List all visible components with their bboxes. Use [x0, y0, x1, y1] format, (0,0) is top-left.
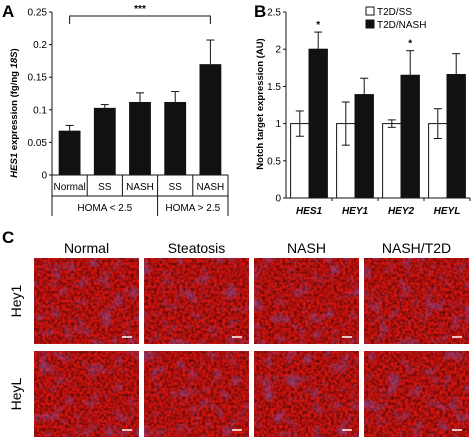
panel-a-y-axis-title: HES1 expression (fg/ng 18S)	[9, 48, 20, 177]
legend-label-open: T2D/SS	[377, 7, 412, 18]
panel-b-bar	[354, 94, 374, 199]
micrograph-blue-stain	[364, 351, 469, 437]
micrograph-blue-stain	[144, 258, 249, 344]
legend-swatch-solid	[365, 19, 375, 29]
panel-a-x-tick-label: NASH	[197, 182, 225, 193]
micrograph-column-header: NASH/T2D	[382, 240, 451, 256]
panel-b-y-tick-label: 0.5	[267, 156, 281, 167]
panel-a-y-tick-label: 0	[41, 171, 47, 182]
panel-a-x-tick-label: SS	[98, 182, 112, 193]
panel-b-significance-mark: *	[408, 39, 412, 50]
panel-a-x-tick-label: NASH	[126, 182, 154, 193]
panel-b-y-tick-label: 0	[275, 194, 281, 205]
y-title-unit: expression (fg/ng	[9, 68, 20, 152]
panel-a-bar	[199, 64, 222, 175]
micrograph-blue-stain	[254, 351, 359, 437]
micrograph-column-header: Normal	[64, 240, 109, 256]
panel-a-significance-bracket	[69, 15, 211, 24]
micrograph-blue-stain	[364, 258, 469, 344]
legend-swatch-open	[365, 6, 375, 16]
panel-a-bar	[93, 107, 116, 175]
panel-b-bar	[382, 123, 402, 199]
panel-a-bar	[58, 130, 81, 175]
panel-a-y-tick-label: 0.05	[28, 138, 48, 149]
panel-a-y-tick-label: 0.15	[28, 73, 48, 84]
micrograph-blue-stain	[34, 258, 139, 344]
chart-panel-a: HES1 expression (fg/ng 18S) 0 0.05 0.1 0.15…	[9, 4, 229, 216]
panel-b-bar	[446, 73, 466, 199]
panel-b-legend: T2D/SS T2D/NASH	[365, 6, 426, 31]
micrograph-image	[254, 258, 359, 344]
micrograph-blue-stain	[34, 351, 139, 437]
panel-letter-a: A	[2, 2, 14, 21]
panel-b-y-tick-label: 2	[275, 45, 281, 56]
micrograph-row-header: HeyL	[8, 377, 24, 410]
panel-b-y-axis-title: Notch target expression (AU)	[255, 38, 266, 169]
legend-label-solid: T2D/NASH	[377, 20, 426, 31]
panel-a-group-label: HOMA > 2.5	[165, 203, 220, 214]
micrograph-image	[144, 258, 249, 344]
panel-letter-c: C	[2, 228, 14, 247]
panel-a-significance-label: ***	[134, 4, 146, 15]
panel-letter-b: B	[254, 2, 266, 21]
panel-b-x-tick-label: HEY1	[342, 206, 369, 217]
panel-b-bar	[308, 48, 328, 199]
panel-a-y-tick-label: 0.2	[33, 40, 47, 51]
y-title-close: )	[9, 48, 20, 51]
micrograph-image	[34, 258, 139, 344]
micrograph-image	[364, 351, 469, 437]
panel-a-y-tick-label: 0.1	[33, 105, 47, 116]
panel-a-bar	[164, 101, 187, 175]
micrograph-panel-c: Normal Steatosis NASH NASH/T2D Hey1 HeyL	[8, 240, 469, 437]
panel-b-y-tick-label: 1	[275, 119, 281, 130]
panel-b-significance-mark: *	[316, 20, 320, 31]
micrograph-blue-stain	[144, 351, 249, 437]
panel-a-x-tick-label: SS	[169, 182, 183, 193]
chart-panel-b: Notch target expression (AU) 0 0.5 1 1.5 2 2.…	[255, 8, 471, 217]
panel-b-x-tick-label: HES1	[296, 206, 323, 217]
panel-a-x-tick-label: Normal	[53, 182, 85, 193]
panel-b-x-tick-label: HEYL	[434, 206, 461, 217]
y-title-gene: HES1	[9, 153, 20, 178]
micrograph-blue-stain	[254, 258, 359, 344]
micrograph-column-header: Steatosis	[168, 240, 226, 256]
micrograph-image	[254, 351, 359, 437]
panel-a-bar	[129, 101, 151, 175]
micrograph-row-header: Hey1	[8, 284, 24, 317]
micrograph-column-header: NASH	[287, 240, 326, 256]
micrograph-image	[144, 351, 249, 437]
panel-b-y-tick-label: 2.5	[267, 8, 281, 19]
panel-a-y-tick-label: 0.25	[28, 8, 48, 19]
panel-b-x-tick-label: HEY2	[388, 206, 415, 217]
panel-b-y-tick-label: 1.5	[267, 82, 281, 93]
panel-a-group-label: HOMA < 2.5	[77, 203, 132, 214]
micrograph-image	[364, 258, 469, 344]
y-title-ref: 18S	[9, 51, 20, 69]
micrograph-image	[34, 351, 139, 437]
panel-b-bar	[400, 74, 420, 199]
